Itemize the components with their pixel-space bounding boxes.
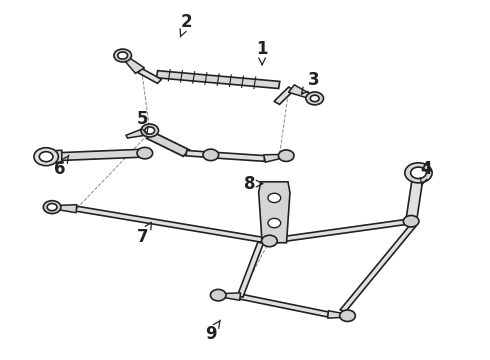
Polygon shape [239,294,329,317]
Polygon shape [156,71,280,89]
Circle shape [141,124,159,137]
Circle shape [39,152,53,162]
Text: 9: 9 [205,320,220,343]
Polygon shape [56,149,145,161]
Circle shape [310,95,319,102]
Polygon shape [406,172,424,222]
Circle shape [278,150,294,161]
Circle shape [43,201,61,213]
Polygon shape [147,132,189,156]
Circle shape [340,310,355,321]
Polygon shape [289,85,316,100]
Polygon shape [52,205,77,213]
Circle shape [47,203,57,211]
Polygon shape [42,150,62,163]
Circle shape [262,235,277,247]
Circle shape [403,216,419,227]
Circle shape [118,52,127,59]
Text: 5: 5 [137,110,148,134]
Polygon shape [186,150,211,158]
Text: 3: 3 [301,71,319,94]
Polygon shape [269,219,412,243]
Circle shape [268,219,281,228]
Polygon shape [210,152,265,161]
Polygon shape [126,127,151,138]
Polygon shape [138,69,162,84]
Polygon shape [237,242,264,297]
Polygon shape [274,87,294,104]
Polygon shape [218,293,241,300]
Text: 7: 7 [137,222,151,246]
Text: 1: 1 [256,40,268,65]
Text: 2: 2 [180,13,192,37]
Circle shape [34,148,58,166]
Circle shape [145,127,155,134]
Circle shape [210,289,226,301]
Text: 8: 8 [244,175,263,193]
Polygon shape [75,206,270,243]
Polygon shape [121,54,145,73]
Circle shape [203,149,219,161]
Polygon shape [328,311,348,318]
Text: 6: 6 [53,155,69,178]
Circle shape [411,167,426,179]
Circle shape [405,163,432,183]
Text: 4: 4 [420,160,432,185]
Polygon shape [340,224,416,312]
Circle shape [114,49,131,62]
Circle shape [306,92,323,105]
Polygon shape [259,182,290,243]
Circle shape [137,147,153,159]
Circle shape [268,193,281,203]
Polygon shape [264,154,287,162]
